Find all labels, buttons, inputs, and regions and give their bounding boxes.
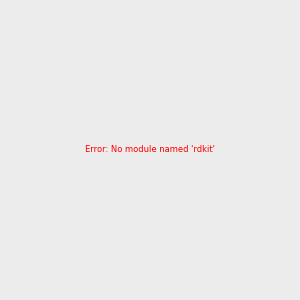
Text: Error: No module named 'rdkit': Error: No module named 'rdkit': [85, 146, 215, 154]
